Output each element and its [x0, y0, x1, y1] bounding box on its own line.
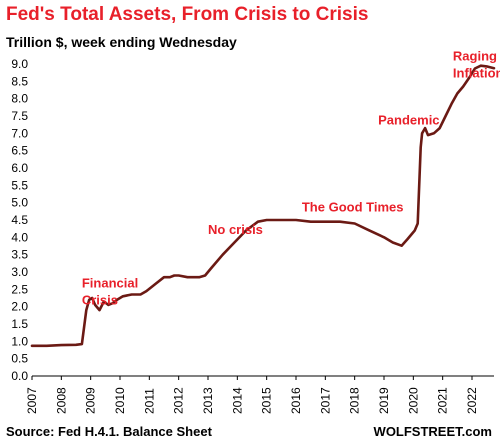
annotation-label: No crisis — [208, 222, 263, 237]
annotation-label: Pandemic — [378, 113, 439, 128]
y-tick-label: 3.0 — [11, 265, 28, 279]
x-tick-label: 2014 — [230, 387, 244, 414]
y-tick-label: 7.0 — [11, 126, 28, 140]
annotation-label: The Good Times — [302, 199, 404, 214]
y-tick-label: 2.0 — [11, 300, 28, 314]
x-tick-label: 2011 — [142, 388, 156, 414]
y-tick-label: 6.0 — [11, 161, 28, 175]
chart-title: Fed's Total Assets, From Crisis to Crisi… — [6, 4, 369, 25]
x-tick-label: 2012 — [172, 387, 186, 414]
x-tick-label: 2021 — [436, 387, 450, 414]
x-tick-label: 2008 — [54, 387, 68, 414]
y-tick-label: 4.0 — [11, 230, 28, 244]
x-tick-label: 2018 — [348, 387, 362, 414]
y-tick-label: 1.0 — [11, 334, 28, 348]
annotations-group: Financial Crisis No crisis The Good Times Pa… — [82, 49, 500, 308]
y-tick-label: 2.5 — [11, 282, 28, 296]
source-note: Source: Fed H.4.1. Balance Sheet — [6, 424, 212, 439]
x-tick-label: 2020 — [406, 387, 420, 414]
y-tick-label: 8.5 — [11, 74, 28, 88]
y-tick-label: 0.5 — [11, 352, 28, 366]
y-tick-label: 6.5 — [11, 144, 28, 158]
annotation-label: Raging Inflation — [453, 49, 500, 81]
y-tick-label: 8.0 — [11, 92, 28, 106]
x-tick-label: 2009 — [84, 387, 98, 414]
x-tick-label: 2007 — [25, 387, 39, 414]
y-tick-label: 4.5 — [11, 213, 28, 227]
y-tick-label: 5.0 — [11, 196, 28, 210]
y-tick-label: 1.5 — [11, 317, 28, 331]
y-tick-label: 7.5 — [11, 109, 28, 123]
y-tick-label: 9.0 — [11, 57, 28, 71]
series-line — [30, 64, 496, 348]
x-tick-label: 2013 — [201, 387, 215, 414]
x-tick-label: 2016 — [289, 387, 303, 414]
y-axis-ticks: 0.0 0.5 1.0 1.5 2.0 2.5 3.0 3.5 4.0 4.5 5.0 5.5 6.0 6… — [11, 57, 28, 383]
y-tick-label: 5.5 — [11, 178, 28, 192]
x-tick-label: 2017 — [318, 387, 332, 414]
x-tick-label: 2010 — [113, 387, 127, 414]
chart-subtitle: Trillion $, week ending Wednesday — [6, 34, 237, 50]
y-tick-label: 0.0 — [11, 369, 28, 383]
x-axis-ticks: 2007 2008 2009 2010 2011 2012 2013 2014 2015 2016… — [25, 376, 479, 414]
series-group — [30, 64, 496, 348]
brand-label: WOLFSTREET.com — [373, 424, 492, 439]
x-tick-label: 2015 — [260, 387, 274, 414]
x-tick-label: 2022 — [465, 387, 479, 414]
y-tick-label: 3.5 — [11, 248, 28, 262]
annotation-label: Financial Crisis — [82, 276, 138, 308]
x-tick-label: 2019 — [377, 387, 391, 414]
